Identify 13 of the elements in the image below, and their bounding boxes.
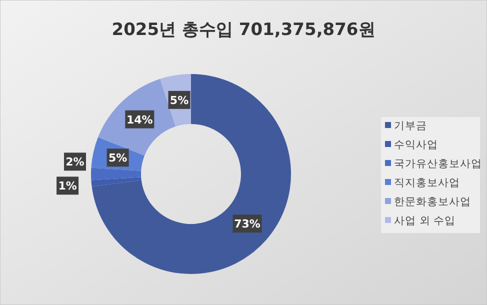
legend-label: 수익사업 xyxy=(394,139,438,151)
data-label: 5% xyxy=(170,94,189,107)
legend-label: 직지홍보사업 xyxy=(394,177,460,189)
legend-label: 국가유산홍보사업 xyxy=(394,158,482,170)
data-label: 5% xyxy=(108,152,128,165)
legend-label: 기부금 xyxy=(394,120,427,132)
chart-title: 2025년 총수입 701,375,876원 xyxy=(112,20,376,40)
legend-label: 한문화홍보사업 xyxy=(394,196,471,208)
legend-label: 사업 외 수입 xyxy=(394,215,456,227)
data-label: 1% xyxy=(58,180,77,193)
data-label: 2% xyxy=(66,156,84,169)
data-label: 73% xyxy=(234,218,260,231)
data-label: 14% xyxy=(126,113,153,126)
